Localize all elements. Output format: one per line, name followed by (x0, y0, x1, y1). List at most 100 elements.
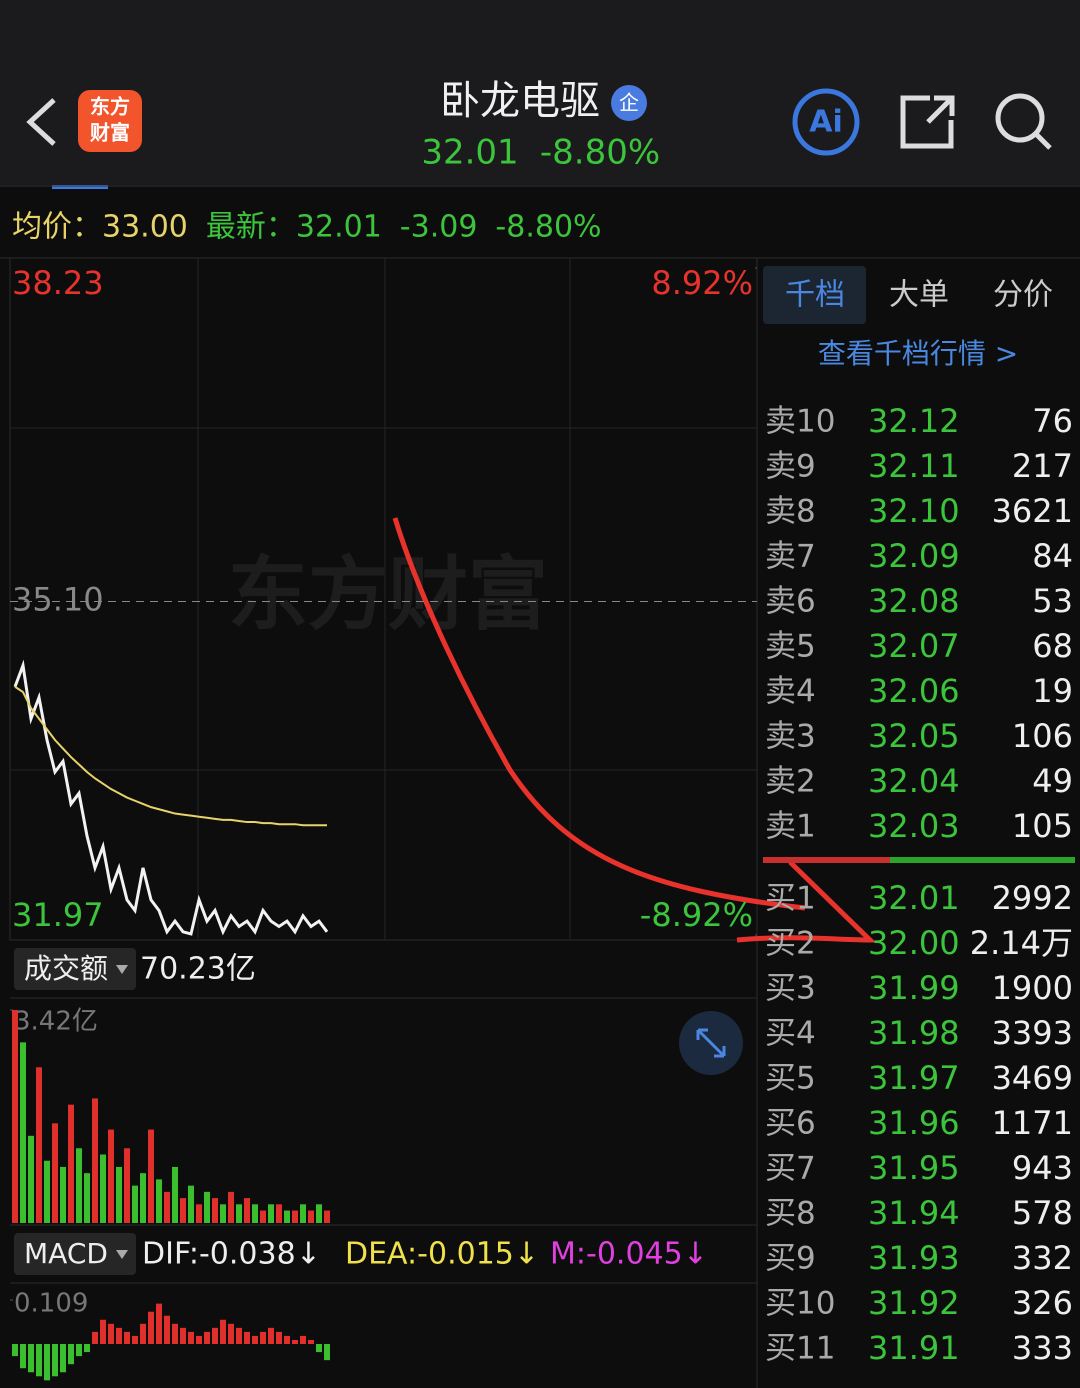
macd-bar (316, 1344, 322, 1353)
macd-bar (20, 1344, 26, 1369)
macd-bar (132, 1335, 138, 1344)
book-level: 卖10 (765, 404, 835, 440)
y-tick-label: 38.23 (12, 264, 104, 302)
volume-bar (68, 1104, 74, 1223)
watermark: 东方财富 (228, 548, 548, 641)
book-volume: 2992 (992, 879, 1073, 917)
book-price: 32.08 (868, 582, 960, 620)
volume-bar (148, 1129, 154, 1223)
volume-bar (284, 1210, 290, 1223)
macd-bar (124, 1331, 130, 1344)
book-price: 31.96 (868, 1104, 960, 1142)
book-level: 卖2 (765, 764, 816, 800)
book-level: 买5 (765, 1061, 816, 1097)
share-button[interactable] (900, 95, 955, 149)
annotation-stroke (392, 517, 877, 943)
volume-bar (228, 1191, 234, 1223)
y2-tick-label: 8.92% (651, 264, 753, 302)
volume-bar (204, 1191, 210, 1223)
book-volume: 217 (1012, 447, 1073, 485)
macd-bar (228, 1323, 234, 1344)
volume-bar (124, 1148, 130, 1223)
book-level: 卖8 (765, 494, 816, 530)
indicator-select[interactable] (14, 948, 136, 990)
volume-bar (100, 1154, 106, 1223)
macd-bar (204, 1331, 210, 1344)
macd-bar (212, 1327, 218, 1344)
volume-bar (324, 1210, 330, 1223)
badge (611, 85, 647, 121)
book-price: 31.97 (868, 1059, 960, 1097)
book-price: 32.05 (868, 717, 960, 755)
volume-bar (76, 1148, 82, 1223)
book-price: 31.93 (868, 1239, 960, 1277)
info-text: -8.80% (495, 210, 601, 245)
macd-select[interactable] (14, 1233, 136, 1275)
volume-bar (308, 1210, 314, 1223)
macd-bar (324, 1344, 330, 1361)
volume-bar (12, 1010, 18, 1223)
macd-bar (44, 1344, 50, 1381)
y-tick-label: 31.97 (12, 896, 104, 934)
volume-bar (156, 1179, 162, 1223)
macd-bar (284, 1335, 290, 1344)
book-level: 卖9 (765, 449, 816, 485)
logo[interactable] (78, 90, 142, 152)
back-button[interactable] (26, 98, 56, 146)
macd-bar (156, 1303, 162, 1344)
expand-icon (696, 1028, 726, 1058)
macd-bar (108, 1323, 114, 1344)
header-price: 32.01 (421, 133, 518, 173)
macd-dea: DEA:-0.015↓ (345, 1237, 539, 1272)
volume-bar (172, 1166, 178, 1223)
book-level: 买1 (765, 881, 816, 917)
macd-dif: DIF:-0.038↓ (142, 1237, 321, 1272)
macd-bar (28, 1344, 34, 1373)
search-button[interactable] (995, 93, 1045, 143)
book-volume: 76 (1032, 402, 1073, 440)
book-level: 买9 (765, 1241, 816, 1277)
book-price: 32.07 (868, 627, 960, 665)
book-volume: 3393 (992, 1014, 1073, 1052)
header-bg (0, 0, 1080, 185)
macd-bar (236, 1327, 242, 1344)
book-level: 卖4 (765, 674, 816, 710)
ai-text: Ai (809, 105, 843, 140)
book-price: 32.03 (868, 807, 960, 845)
volume-bar (292, 1210, 298, 1223)
book-volume: 1171 (992, 1104, 1073, 1142)
volume-bar (92, 1098, 98, 1223)
macd-bar (84, 1344, 90, 1353)
macd-bar (244, 1331, 250, 1344)
macd-bar (100, 1319, 106, 1344)
macd-bar (196, 1335, 202, 1344)
book-volume: 105 (1012, 807, 1073, 845)
volume-bar (180, 1198, 186, 1223)
book-price: 32.00 (868, 924, 960, 962)
stock-name: 卧龙电驱 (440, 78, 600, 124)
y2-tick-label: -8.92% (640, 896, 753, 934)
book-bar-buy (890, 857, 1075, 863)
indicator-label: 成交额 (24, 952, 108, 985)
macd-bar (92, 1331, 98, 1344)
book-price: 32.10 (868, 492, 960, 530)
book-price: 32.04 (868, 762, 960, 800)
volume-bar (212, 1198, 218, 1223)
book-link: 查看千档行情 > (818, 337, 1018, 370)
book-price: 32.12 (868, 402, 960, 440)
macd-bar (268, 1327, 274, 1344)
book-level: 买4 (765, 1016, 816, 1052)
macd-m: M:-0.045↓ (550, 1237, 708, 1272)
book-level: 买7 (765, 1151, 816, 1187)
macd-bar (60, 1344, 66, 1373)
search-handle (1034, 132, 1052, 150)
macd-bar (172, 1323, 178, 1344)
book-tab: 分价 (993, 278, 1053, 313)
volume-bar (52, 1123, 58, 1223)
volume-bar (252, 1204, 258, 1223)
ai-button[interactable] (792, 88, 860, 156)
macd-bar (68, 1344, 74, 1365)
book-volume: 49 (1032, 762, 1073, 800)
macd-bar (36, 1344, 42, 1377)
